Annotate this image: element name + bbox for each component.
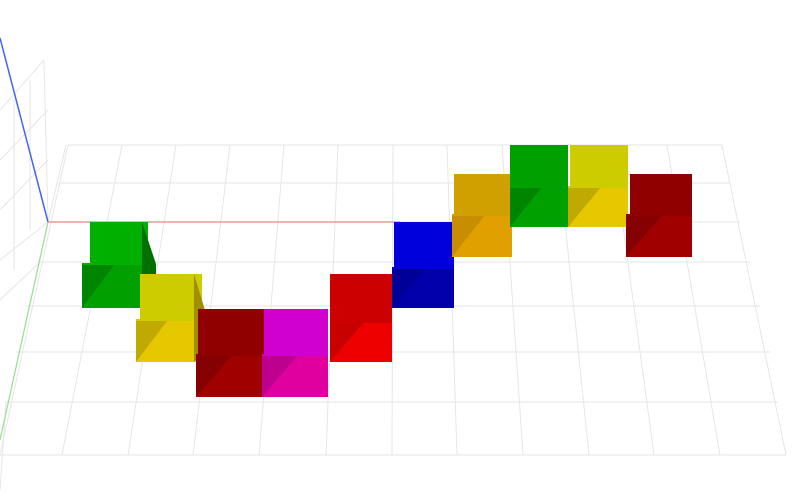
block-orange-1-top-face [454,174,512,215]
wall-grid-line [0,159,49,211]
block-yellow-1-shade [136,320,168,362]
block-darkred-1[interactable] [196,309,264,397]
wall-grid-line [0,261,41,301]
block-magenta-1-top-face [264,309,328,355]
block-green-2-top-face [510,145,568,187]
floor-grid-line [0,144,69,456]
block-orange-1-shade [452,215,485,257]
wall-grid-line [43,59,49,223]
wall-grid-line [0,221,49,261]
block-orange-1[interactable] [452,174,512,257]
back-wall-grid [0,59,67,491]
y-axis-line [0,221,49,441]
wall-grid-line [47,144,67,223]
floor-grid-line [721,144,787,456]
block-green-1-top-face [90,222,148,264]
block-green-2-shade [510,187,542,227]
block-magenta-1[interactable] [262,309,328,397]
block-darkred-2[interactable] [626,174,692,257]
block-red-1-top-face [330,274,392,322]
floor-grid-line [258,144,285,456]
block-yellow-1-top-face [140,274,202,320]
block-green-2[interactable] [510,145,568,227]
block-yellow-1[interactable] [136,274,208,362]
block-darkred-2-top-face [630,174,692,215]
block-green-1-shade [82,264,115,308]
z-axis-line [0,37,49,223]
block-red-1-shade [330,322,365,362]
block-darkred-2-shade [626,215,663,257]
block-darkred-1-top-face [198,309,264,355]
block-yellow-2-top-face [570,145,628,187]
block-yellow-2-shade [568,187,601,227]
block-blue-1[interactable] [392,222,454,308]
block-green-1[interactable] [82,222,156,308]
floor-grid-line [192,144,231,456]
block-yellow-2[interactable] [568,145,628,227]
wall-grid-line [0,109,49,161]
blocks-layer [82,145,692,397]
block-darkred-1-shade [196,355,233,397]
wall-grid-line [0,59,45,111]
block-blue-1-top-face [394,222,454,268]
block-magenta-1-shade [262,355,299,397]
block-blue-1-shade [392,268,427,308]
block-red-1[interactable] [330,274,392,362]
